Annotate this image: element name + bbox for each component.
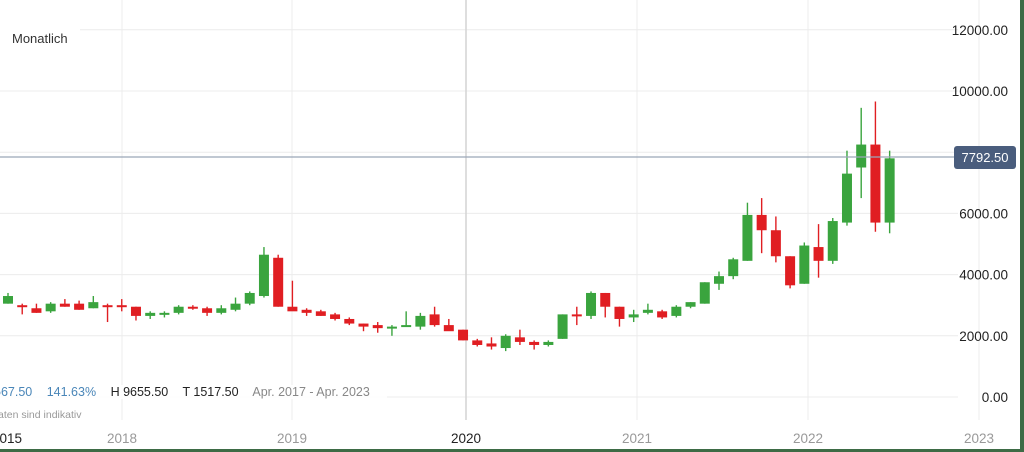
candle [884,150,895,234]
candle [458,329,469,341]
candle [45,302,56,313]
y-tick-label: 12000.00 [952,23,1008,38]
candle [742,202,753,261]
candle [770,216,781,263]
x-tick-label: 2023 [964,431,994,446]
y-tick-label: 10000.00 [952,84,1008,99]
change-absolute: 567.50 [0,385,33,399]
stats-bar: 567.50 141.63% H 9655.50 T 1517.50 Apr. … [0,385,387,399]
candle [88,296,99,309]
candle [728,257,739,280]
candle [31,303,42,313]
candle [699,282,710,304]
candle [287,280,298,312]
candle [827,217,838,264]
x-tick-label: 2019 [277,431,307,446]
x-axis: 2015 2018 2019 2020 2021 2022 2023 [0,431,994,446]
candle [173,305,184,315]
candle [145,311,156,319]
candle [358,323,369,332]
candle [841,150,852,226]
interval-label[interactable]: Monatlich [0,27,80,50]
candle [244,291,255,306]
candle [600,292,611,318]
candle [529,340,540,350]
candle [3,292,13,304]
candles [3,101,895,352]
candle [586,291,597,319]
disclaimer-text: aten sind indikativ [0,409,82,421]
candle [557,314,568,339]
change-percent: 141.63% [46,385,97,399]
candle [372,322,383,333]
candle [486,337,497,350]
x-tick-label: 2020 [451,431,481,446]
y-axis: 0.00 2000.00 4000.00 6000.00 10000.00 12000.0… [952,23,1008,405]
candle [301,308,312,316]
current-price-tag: 7792.50 [954,146,1016,169]
candle [315,309,326,316]
y-tick-label: 0.00 [982,390,1008,405]
candle [543,340,554,347]
y-tick-label: 4000.00 [959,268,1008,283]
candle [216,305,227,315]
candle [642,303,653,315]
candle [59,299,70,307]
candle [330,312,341,321]
candle [258,247,269,298]
candle [159,311,170,318]
candle [187,305,198,310]
candle [856,107,867,199]
candle [870,101,881,232]
x-tick-label: 2018 [107,431,137,446]
candle [472,338,483,347]
candle [273,254,284,307]
x-tick-label: 2015 [0,431,22,446]
x-tick-label: 2021 [622,431,652,446]
y-tick-label: 2000.00 [959,329,1008,344]
candle [401,311,412,328]
candle [657,309,668,319]
candle [429,306,440,327]
candle [230,297,241,312]
low-value: T 1517.50 [182,385,239,399]
candle [500,334,511,352]
candle [514,329,525,345]
candle [443,318,454,332]
candle [386,325,397,336]
candle [571,306,582,326]
candle [74,300,85,310]
candle [116,299,127,312]
date-range: Apr. 2017 - Apr. 2023 [252,385,370,399]
candle [614,306,625,327]
candle [102,303,113,323]
candle [202,306,213,316]
candle [785,256,796,289]
y-tick-label: 6000.00 [959,206,1008,221]
candle [671,305,682,318]
grid-lines [0,0,980,420]
high-value: H 9655.50 [110,385,169,399]
candle [756,198,767,254]
candle [344,317,355,326]
candle [628,309,639,323]
x-tick-label: 2022 [793,431,823,446]
candle [685,302,696,309]
candle [130,306,141,321]
candle [714,271,724,290]
candle [799,242,810,284]
candle [17,303,28,315]
candle [415,312,426,330]
candle [813,224,824,278]
